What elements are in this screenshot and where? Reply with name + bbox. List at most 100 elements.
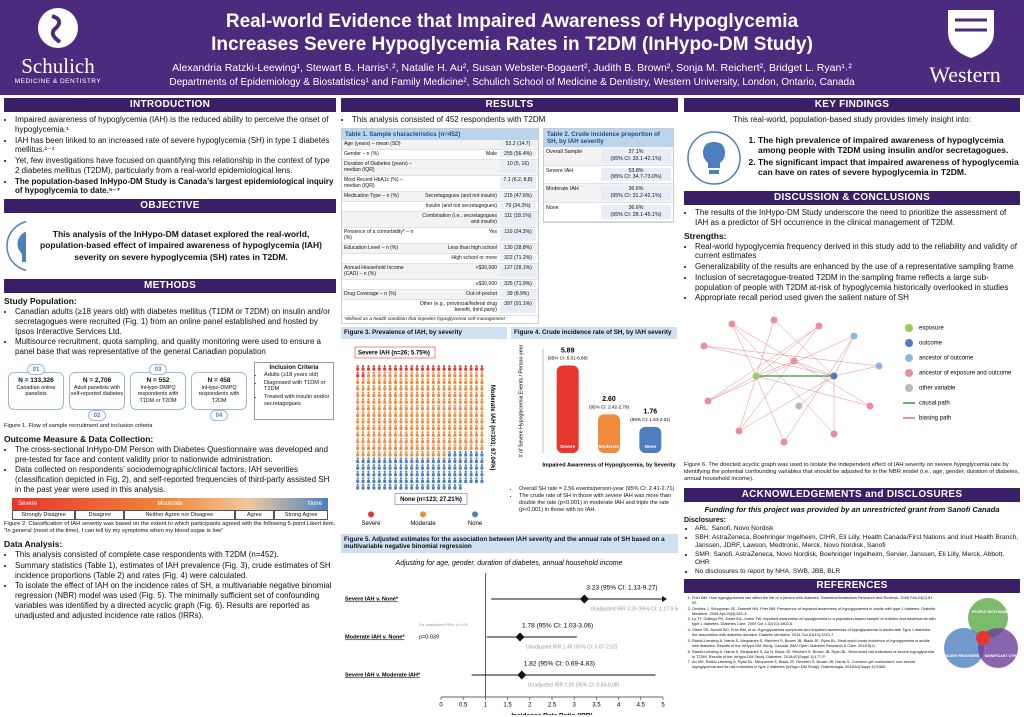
person-body bbox=[475, 459, 478, 463]
person-body bbox=[464, 459, 468, 463]
row-sublabel: Out-of-pocket bbox=[466, 291, 497, 298]
person-head bbox=[378, 391, 381, 394]
person-body bbox=[431, 406, 435, 411]
person-head bbox=[443, 424, 446, 427]
person-head bbox=[475, 410, 478, 414]
person-body bbox=[404, 433, 408, 437]
person-head bbox=[405, 417, 408, 420]
person-body bbox=[475, 439, 478, 444]
person-head bbox=[421, 443, 424, 447]
person-head bbox=[426, 424, 429, 427]
person-head bbox=[426, 410, 429, 414]
person-head bbox=[459, 443, 462, 447]
person-head bbox=[362, 364, 365, 367]
person-head bbox=[383, 377, 386, 381]
person-body bbox=[458, 419, 462, 424]
person-body bbox=[437, 419, 441, 424]
person-head bbox=[416, 450, 419, 453]
person-head bbox=[405, 483, 408, 486]
person-head bbox=[475, 404, 478, 407]
person-head bbox=[480, 377, 483, 381]
person-head bbox=[383, 371, 386, 374]
list-item: No disclosures to report by NHA, SWB, JB… bbox=[695, 568, 1020, 576]
person-head bbox=[480, 450, 483, 453]
person-head bbox=[443, 443, 446, 447]
person-head bbox=[453, 443, 456, 447]
person-body bbox=[431, 419, 435, 424]
person-head bbox=[448, 417, 451, 420]
dag-edge bbox=[707, 325, 820, 402]
person-body bbox=[464, 367, 468, 371]
table-row: High school or more 322 (71.2%) bbox=[342, 254, 538, 264]
subheading: Disclosures: bbox=[684, 516, 727, 524]
subheading: Data Analysis: bbox=[4, 539, 63, 550]
objective-text: This analysis of the InHypo-DM dataset e… bbox=[40, 229, 323, 262]
person-head bbox=[416, 391, 419, 394]
person-body bbox=[442, 400, 446, 404]
person-head bbox=[448, 364, 451, 367]
person-head bbox=[437, 463, 440, 466]
person-body bbox=[356, 485, 360, 490]
person-head bbox=[437, 384, 440, 387]
person-head bbox=[383, 463, 386, 466]
person-head bbox=[421, 476, 424, 480]
person-body bbox=[426, 446, 430, 450]
person-body bbox=[458, 400, 462, 404]
person-head bbox=[475, 463, 478, 466]
person-head bbox=[453, 463, 456, 466]
person-head bbox=[389, 384, 392, 387]
list-item: Ly TT, Gallego PH, Davis EA, Jones TW. I… bbox=[692, 617, 936, 627]
severity-bar: Severe Moderate None bbox=[12, 497, 328, 510]
person-body bbox=[383, 406, 387, 411]
person-head bbox=[464, 410, 467, 414]
person-head bbox=[416, 457, 419, 460]
category-label: None bbox=[645, 444, 657, 449]
person-head bbox=[367, 364, 370, 367]
person-head bbox=[421, 424, 424, 427]
person-head bbox=[464, 443, 467, 447]
row-value: 53.8% (95% CI: 34.7-73.0%) bbox=[601, 167, 671, 182]
person-head bbox=[399, 470, 402, 473]
person-body bbox=[480, 466, 484, 470]
person-head bbox=[432, 391, 435, 394]
person-head bbox=[378, 457, 381, 460]
person-head bbox=[421, 371, 424, 374]
person-head bbox=[475, 377, 478, 381]
forest-plot: Adjusting for age, gender, duration of d… bbox=[345, 560, 678, 715]
person-head bbox=[470, 470, 473, 473]
person-head bbox=[367, 384, 370, 387]
flow-badge: 03 bbox=[149, 363, 167, 375]
row-label: Presence of a comorbidity* – n (%) bbox=[344, 229, 414, 242]
ci-label: (95% CI: 5.01-6.88) bbox=[548, 355, 589, 360]
person-head bbox=[432, 483, 435, 486]
reference-list: Frier BM. How hypoglycaemia can affect t… bbox=[684, 595, 936, 671]
person-body bbox=[410, 419, 414, 424]
person-body bbox=[469, 426, 473, 430]
person-head bbox=[372, 410, 375, 414]
person-body bbox=[421, 367, 424, 371]
person-head bbox=[378, 371, 381, 374]
person-body bbox=[388, 400, 392, 404]
person-body bbox=[377, 485, 381, 490]
estimate-diamond bbox=[579, 594, 589, 604]
person-head bbox=[464, 417, 467, 420]
person-head bbox=[362, 410, 365, 414]
person-head bbox=[475, 450, 478, 453]
person-body bbox=[356, 393, 360, 397]
person-head bbox=[399, 410, 402, 414]
person-body bbox=[394, 380, 397, 384]
person-body bbox=[404, 367, 408, 371]
person-body bbox=[367, 380, 370, 384]
scale-cell: Strong Agree bbox=[274, 509, 328, 520]
person-body bbox=[475, 466, 478, 470]
person-body bbox=[475, 373, 478, 378]
person-head bbox=[394, 483, 397, 486]
person-body bbox=[404, 373, 408, 378]
person-body bbox=[356, 386, 360, 391]
person-head bbox=[362, 463, 365, 466]
person-head bbox=[372, 424, 375, 427]
person-head bbox=[448, 443, 451, 447]
severity-label: Severe bbox=[18, 500, 38, 507]
person-body bbox=[480, 479, 484, 483]
person-head bbox=[464, 377, 467, 381]
